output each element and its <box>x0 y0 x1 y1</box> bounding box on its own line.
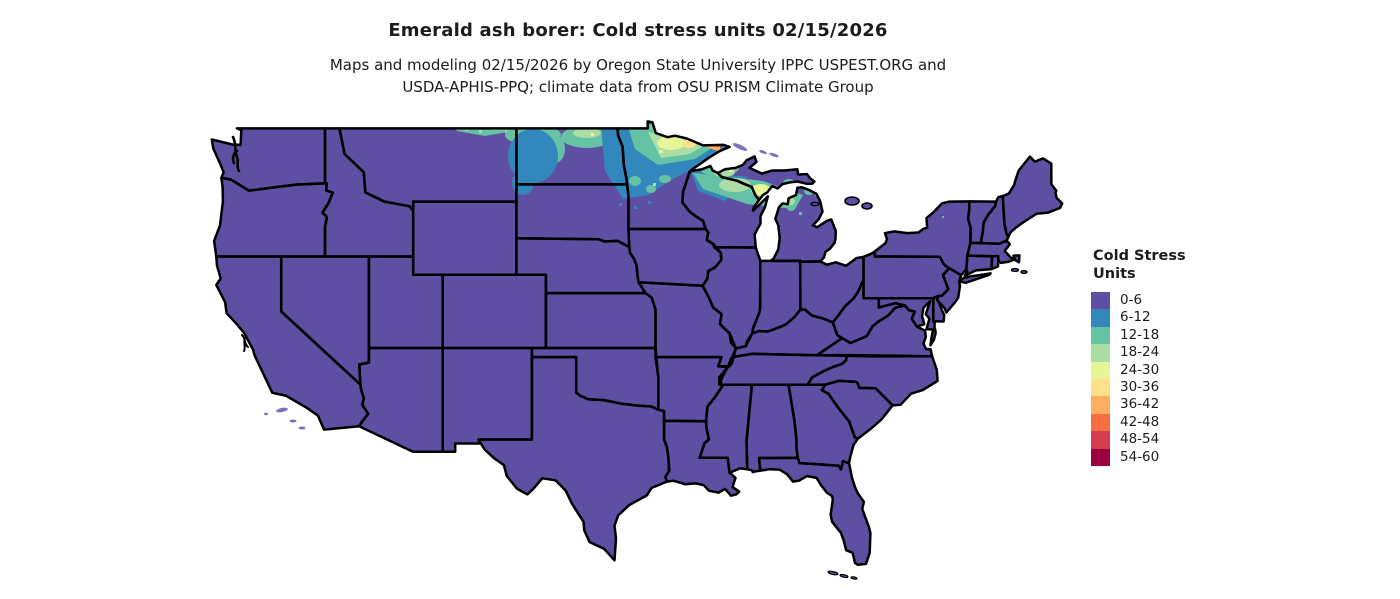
state-shape-miu <box>717 156 815 200</box>
legend-title-line-1: Cold Stress <box>1093 248 1186 264</box>
state-shape-ar <box>655 357 728 422</box>
state-shape-ia <box>628 229 722 286</box>
subtitle-line-1: Maps and modeling 02/15/2026 by Oregon S… <box>329 56 947 74</box>
state-shape-wa <box>211 128 327 191</box>
subtitle-line-2: USDA-APHIS-PPQ; climate data from OSU PR… <box>402 78 874 96</box>
state-shape-ny <box>874 201 971 276</box>
state-shape-tx <box>478 357 670 561</box>
state-shape-ind <box>752 260 801 334</box>
legend-title: Cold Stress Units <box>1093 247 1391 283</box>
state-shape-ct <box>964 255 993 276</box>
state-shape-sd <box>516 184 630 247</box>
legend-title-line-2: Units <box>1093 266 1136 282</box>
state-shape-fl <box>759 457 871 565</box>
state-shape-nv <box>281 256 369 385</box>
legend-swatch <box>1091 448 1110 466</box>
sf-bay-inlet <box>241 334 249 352</box>
legend-item-0-6: 0-6 <box>1091 292 1391 310</box>
legend-items: 0-6 6-12 12-18 18-24 24-30 30-36 36-42 42-48 48-… <box>1091 292 1391 466</box>
legend-swatch <box>1091 361 1110 379</box>
legend-item-24-30: 24-30 <box>1091 361 1391 379</box>
islands <box>264 143 1028 580</box>
state-shape-va <box>816 305 933 357</box>
legend-swatch <box>1091 292 1110 310</box>
legend-label: 48-54 <box>1120 431 1160 448</box>
state-shape-nm <box>442 348 532 452</box>
state-shape-ut <box>368 256 443 348</box>
state-shape-md <box>878 298 935 330</box>
legend-item-12-18: 12-18 <box>1091 326 1391 345</box>
page-title: Emerald ash borer: Cold stress units 02/… <box>388 20 888 41</box>
legend-item-18-24: 18-24 <box>1091 344 1391 362</box>
legend-label: 42-48 <box>1120 413 1160 430</box>
legend-item-6-12: 6-12 <box>1091 309 1391 327</box>
state-shape-nh <box>981 196 1009 244</box>
legend: Cold Stress Units 0-6 6-12 12-18 18-24 24-30… <box>1091 247 1391 466</box>
map-container <box>203 111 1075 595</box>
state-shape-mt <box>339 128 517 211</box>
state-shape-oh <box>800 256 864 323</box>
legend-swatch <box>1091 326 1110 345</box>
legend-item-54-60: 54-60 <box>1091 448 1391 466</box>
legend-swatch <box>1091 344 1110 362</box>
state-shape-me <box>1002 156 1063 238</box>
state-shape-id <box>322 128 414 257</box>
state-shape-il <box>702 247 761 349</box>
legend-label: 0-6 <box>1120 292 1143 308</box>
header: Emerald ash borer: Cold stress units 02/… <box>0 0 1276 98</box>
state-shape-or <box>214 177 333 257</box>
legend-swatch <box>1091 378 1110 397</box>
state-borders <box>210 120 1064 567</box>
state-shape-ky <box>732 309 843 358</box>
legend-label: 30-36 <box>1120 378 1160 395</box>
us-map <box>210 120 1064 580</box>
legend-swatch <box>1091 396 1110 414</box>
state-shape-wv <box>832 281 905 343</box>
legend-label: 6-12 <box>1120 309 1151 326</box>
legend-item-36-42: 36-42 <box>1091 396 1391 414</box>
state-shape-az <box>359 348 443 452</box>
legend-swatch <box>1091 309 1110 327</box>
legend-label: 54-60 <box>1120 448 1160 465</box>
legend-label: 24-30 <box>1120 361 1160 378</box>
state-shape-ga <box>788 384 858 470</box>
state-shape-de <box>933 296 945 322</box>
state-shape-pa <box>863 251 950 299</box>
legend-label: 12-18 <box>1120 326 1160 343</box>
legend-item-48-54: 48-54 <box>1091 431 1391 449</box>
legend-label: 18-24 <box>1120 344 1160 361</box>
page-subtitle: Maps and modeling 02/15/2026 by Oregon S… <box>0 54 1276 98</box>
state-shape-al <box>746 384 798 473</box>
puget-sound-inlet <box>231 135 241 173</box>
state-shape-ok <box>531 348 659 410</box>
legend-swatch <box>1091 413 1110 432</box>
legend-item-42-48: 42-48 <box>1091 413 1391 432</box>
state-shape-ne <box>516 238 646 294</box>
state-shape-ma <box>967 240 1020 263</box>
state-shape-co <box>442 274 546 348</box>
state-shape-tn <box>719 353 847 385</box>
legend-label: 36-42 <box>1120 396 1160 413</box>
state-shape-nc <box>807 355 938 406</box>
state-shape-mo <box>638 282 736 367</box>
legend-swatch <box>1091 431 1110 449</box>
legend-item-30-36: 30-36 <box>1091 378 1391 397</box>
state-shape-ks <box>545 293 656 348</box>
state-shape-wy <box>413 201 517 275</box>
state-shape-ca <box>216 256 369 430</box>
